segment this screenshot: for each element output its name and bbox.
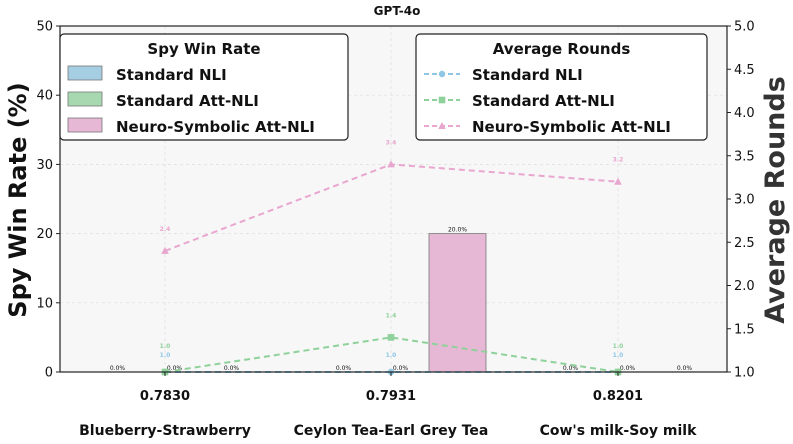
y-tick-label: 20 [36, 227, 53, 242]
bars: 0.0% 0.0% 0.0% 0.0% 0.0% 0.0% 0.0% 20.0% 0.0% [110, 227, 693, 373]
y-tick-label: 10 [36, 296, 53, 311]
bar-label: 0.0% [563, 365, 579, 372]
legend-title: Spy Win Rate [147, 40, 260, 58]
y2-tick-label: 1.5 [734, 322, 755, 337]
line-point [614, 177, 622, 185]
legend-title: Average Rounds [493, 40, 631, 58]
bar-label: 0.0% [393, 365, 409, 372]
bar-label: 0.0% [167, 365, 183, 372]
y2-tick-label: 3.5 [734, 149, 755, 164]
legend-swatch [67, 65, 103, 81]
line-point [438, 70, 446, 78]
legend-label: Neuro-Symbolic Att-NLI [472, 118, 671, 136]
bar-label: 0.0% [224, 365, 240, 372]
bar-label: 0.0% [677, 365, 693, 372]
y2-tick-label: 2.0 [734, 279, 755, 294]
y2-tick-label: 5.0 [734, 20, 755, 35]
point-label: 1.0 [160, 343, 171, 350]
category-label: Ceylon Tea-Earl Grey Tea [294, 423, 489, 439]
bar-label: 0.0% [336, 365, 352, 372]
line-point [387, 160, 395, 168]
point-label: 1.0 [386, 352, 397, 359]
chart-title: GPT-4o [374, 4, 421, 18]
y2-axis-title: Average Rounds [760, 76, 791, 324]
legends: Spy Win Rate Standard NLI Standard Att-NLI… [59, 33, 708, 141]
legend-label: Standard NLI [472, 66, 583, 84]
point-label: 1.0 [613, 352, 624, 359]
grid [60, 26, 727, 372]
point-label: 1.4 [386, 312, 397, 319]
y2-tick-label: 4.0 [734, 106, 755, 121]
x-tick-label: 0.7830 [140, 389, 190, 404]
axes: 0 10 20 30 40 50 1.0 1.5 2.0 2.5 3.0 3.5 4.0 4.5 5.0 0.… [36, 20, 754, 440]
y2-tick-label: 3.0 [734, 193, 755, 208]
series-line [164, 336, 619, 373]
point-label: 1.0 [613, 343, 624, 350]
point-label: 1.0 [160, 352, 171, 359]
category-label: Cow's milk-Soy milk [540, 423, 698, 439]
line-point [438, 122, 446, 129]
legend-box [59, 33, 349, 141]
y-tick-label: 40 [36, 89, 53, 104]
line-point [438, 96, 446, 104]
bar [428, 233, 487, 373]
x-tick-label: 0.8201 [593, 389, 643, 404]
bar-label: 0.0% [620, 365, 636, 372]
point-label: 3.2 [613, 157, 624, 164]
legend-label: Standard NLI [116, 66, 227, 84]
y-tick-label: 30 [36, 158, 53, 173]
line-point [161, 246, 169, 254]
y2-tick-label: 2.5 [734, 236, 755, 251]
bar-label: 0.0% [110, 365, 126, 372]
legend-label: Standard Att-NLI [472, 92, 615, 110]
line-point [387, 334, 395, 341]
legend-swatch [67, 117, 103, 133]
y2-tick-label: 1.0 [734, 366, 755, 381]
y-tick-label: 0 [45, 366, 53, 381]
bar-label: 20.0% [448, 227, 467, 234]
y2-tick-label: 4.5 [734, 63, 755, 78]
legend-box [415, 33, 708, 141]
point-label: 3.4 [386, 139, 397, 146]
legend-label: Neuro-Symbolic Att-NLI [116, 118, 315, 136]
y-axis-title: Spy Win Rate (%) [4, 82, 32, 317]
point-label: 2.4 [160, 226, 171, 233]
x-tick-label: 0.7931 [366, 389, 416, 404]
legend-label: Standard Att-NLI [116, 92, 259, 110]
category-label: Blueberry-Strawberry [79, 423, 251, 439]
y-tick-label: 50 [36, 20, 53, 35]
legend-swatch [67, 91, 103, 107]
